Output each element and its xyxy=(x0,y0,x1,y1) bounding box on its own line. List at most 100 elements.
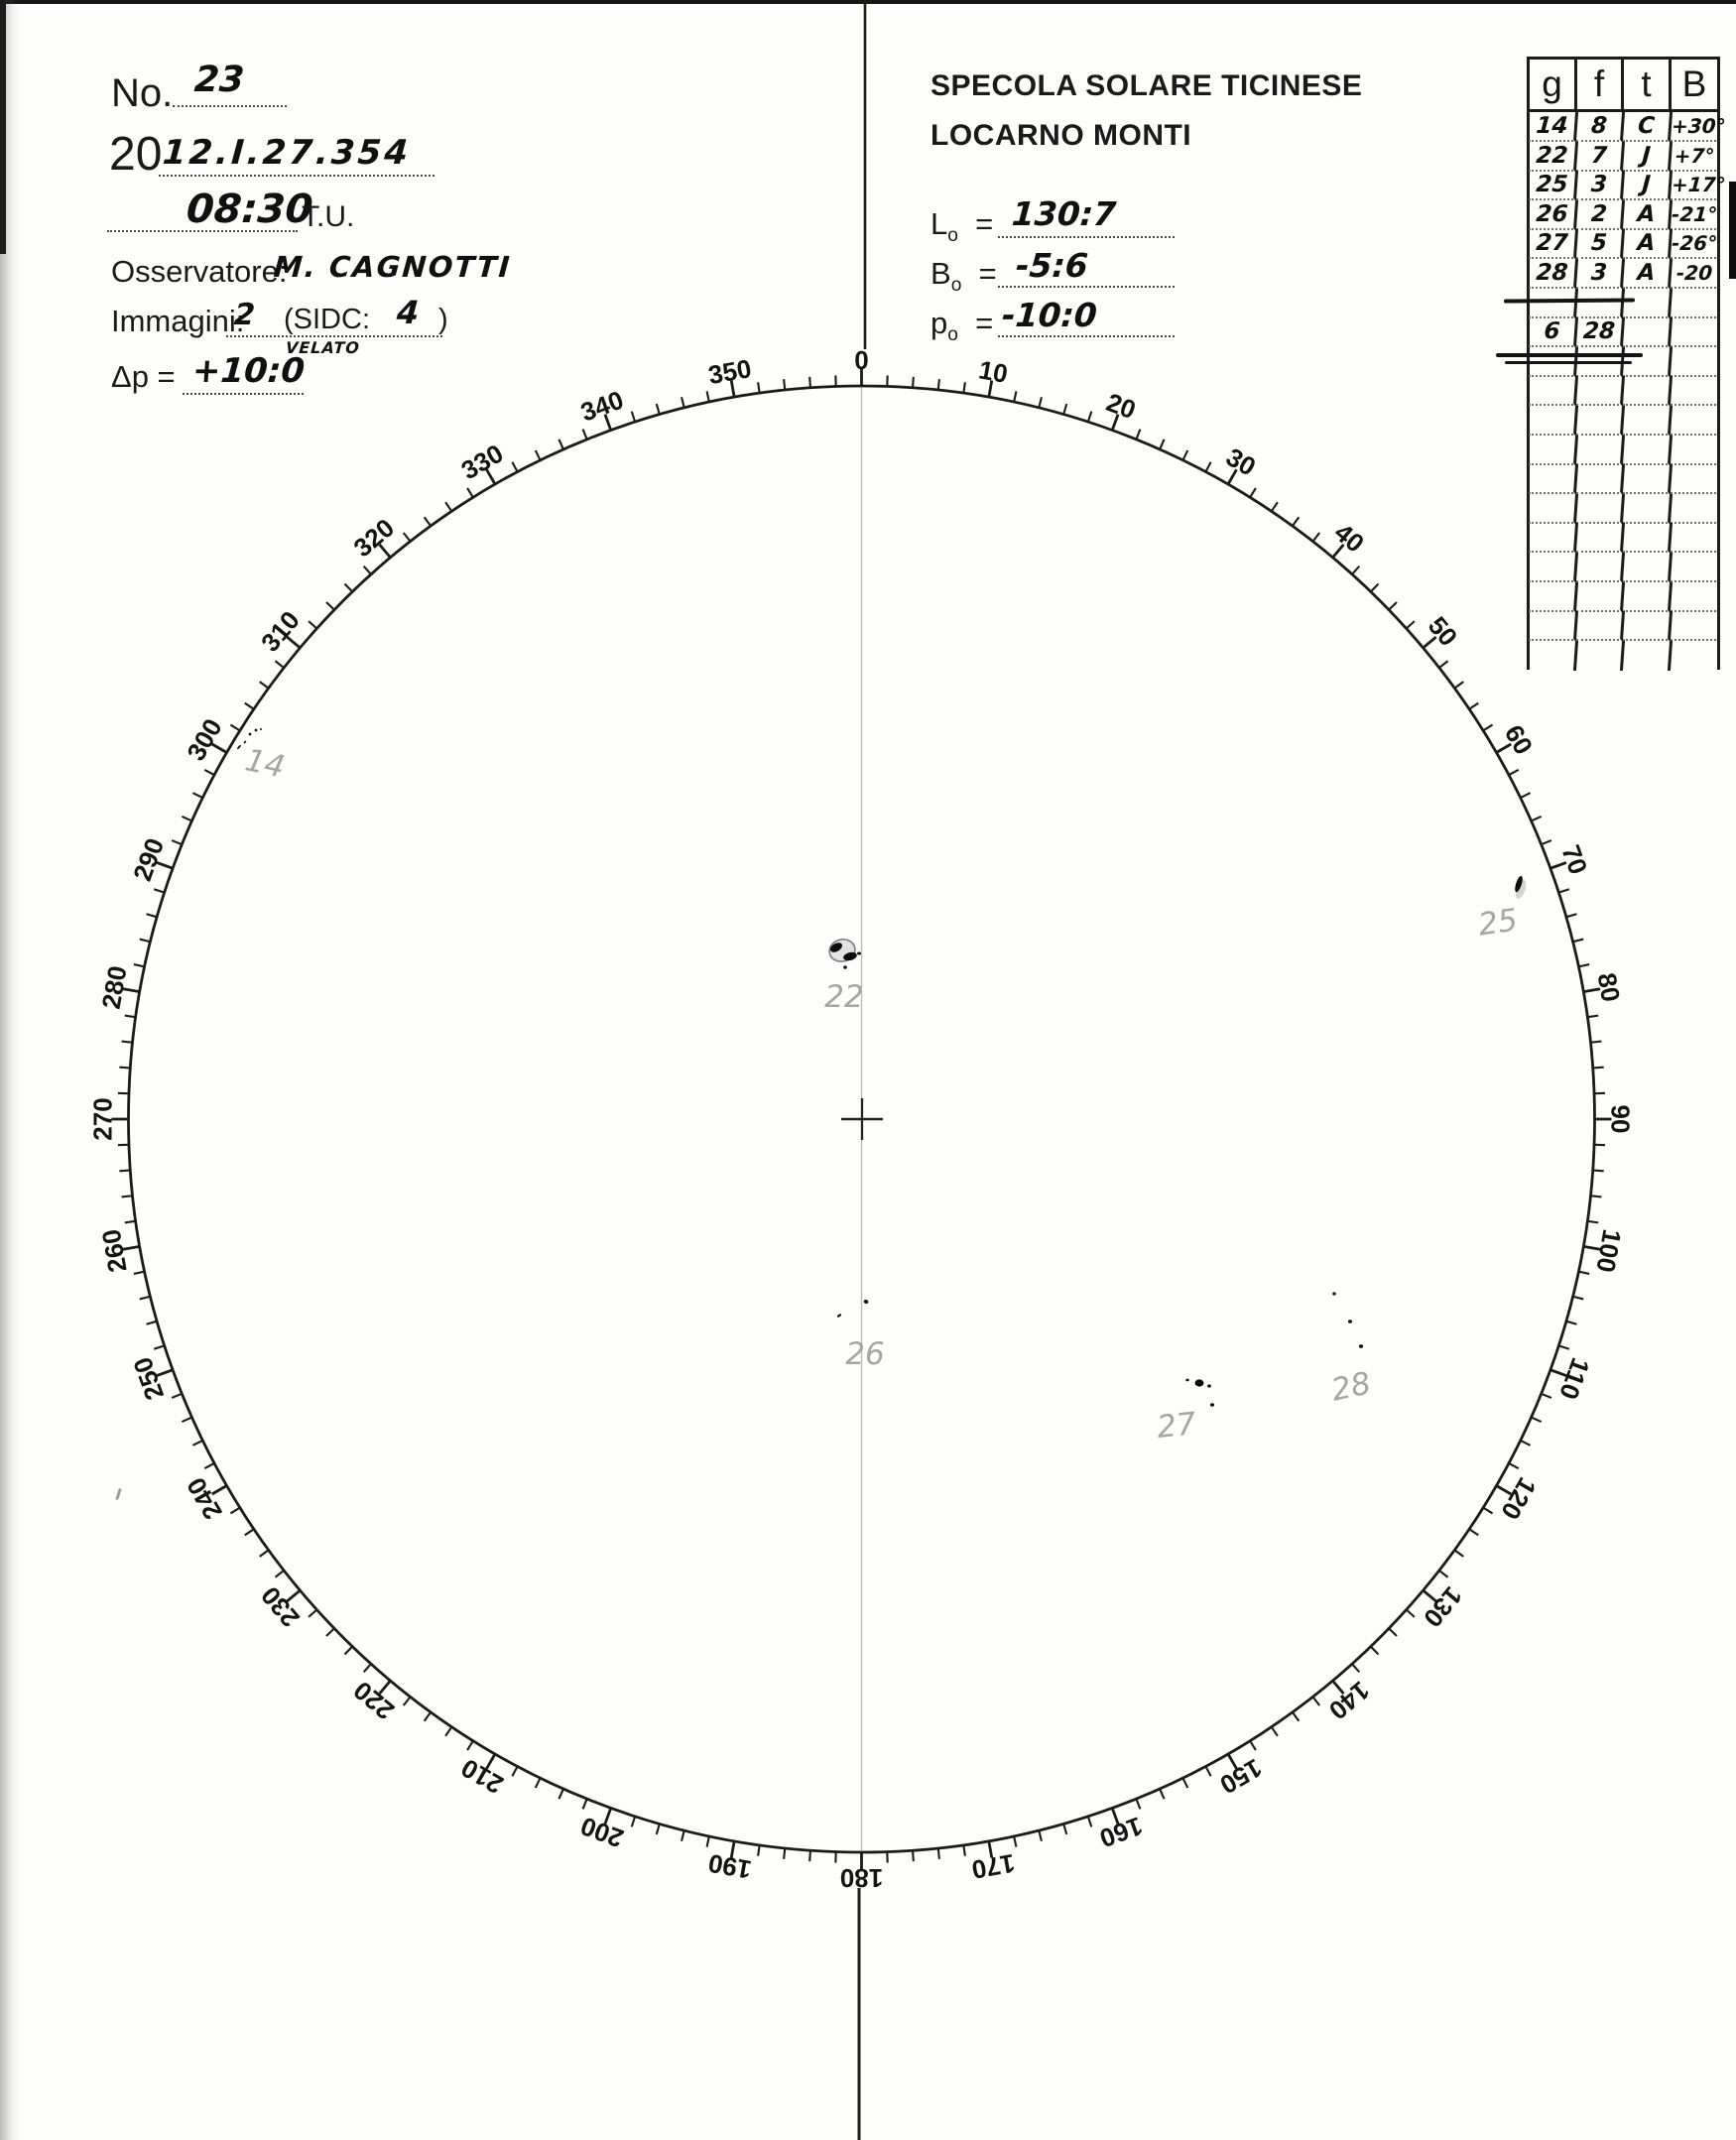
degree-tick-minor xyxy=(171,839,183,846)
degree-tick-minor xyxy=(1181,1777,1189,1789)
degree-tick-minor xyxy=(681,397,685,409)
degree-tick-minor xyxy=(1578,1270,1590,1275)
degree-tick-major xyxy=(1495,742,1512,754)
degree-tick-minor xyxy=(1351,565,1361,575)
degree-tick-minor xyxy=(511,461,519,472)
degree-tick-major xyxy=(603,1807,613,1825)
degree-tick-minor xyxy=(1405,1608,1416,1618)
degree-label-10: 10 xyxy=(976,354,1010,389)
degree-tick-minor xyxy=(325,1627,335,1637)
sunspot-pore-group-28 xyxy=(1358,1344,1364,1348)
sunspot-pore-group-26 xyxy=(836,1314,842,1318)
degree-tick-minor xyxy=(1159,439,1166,450)
sidc-label-open: (SIDC: xyxy=(284,304,370,335)
scan-edge-right-mark xyxy=(1729,182,1736,279)
degree-tick-major xyxy=(603,414,613,432)
p0-sub: o xyxy=(947,324,958,346)
degree-tick-minor xyxy=(1578,963,1590,968)
degree-tick-minor xyxy=(1135,429,1142,441)
group-label-26: 26 xyxy=(845,1336,884,1372)
degree-tick-minor xyxy=(1013,1835,1018,1847)
degree-tick-minor xyxy=(308,1608,318,1618)
degree-tick-minor xyxy=(783,378,787,391)
degree-tick-minor xyxy=(146,1320,158,1325)
degree-tick-minor xyxy=(1311,1696,1321,1706)
degree-tick-minor xyxy=(1468,1528,1479,1537)
degree-tick-minor xyxy=(466,487,474,498)
degree-tick-major xyxy=(122,1244,140,1251)
degree-tick-minor xyxy=(1405,620,1416,630)
degree-tick-major xyxy=(1583,987,1601,994)
degree-tick-minor xyxy=(1270,1726,1279,1737)
degree-tick-minor xyxy=(466,1740,474,1751)
degree-label-110: 110 xyxy=(1553,1354,1596,1404)
degree-tick-minor xyxy=(153,1344,165,1350)
degree-tick-minor xyxy=(1590,1040,1602,1044)
degree-tick-minor xyxy=(119,1066,131,1070)
degree-tick-minor xyxy=(1086,1816,1093,1827)
group-label-14: 14 xyxy=(242,742,288,785)
degree-tick-minor xyxy=(962,382,966,394)
date-field-line xyxy=(159,175,434,177)
table-header-B: B xyxy=(1672,60,1717,112)
sunspot-umbra-group-22 xyxy=(830,943,842,952)
b0-sub: o xyxy=(950,275,962,297)
degree-tick-minor xyxy=(1038,1829,1043,1841)
degree-tick-minor xyxy=(912,1850,915,1862)
degree-tick-minor xyxy=(124,1219,136,1224)
b0-equals: = xyxy=(978,256,997,291)
degree-tick-major xyxy=(1422,1588,1437,1603)
degree-tick-minor xyxy=(962,1844,966,1856)
degree-tick-minor xyxy=(808,1850,811,1862)
degree-tick-minor xyxy=(244,1528,255,1537)
degree-tick-minor xyxy=(1468,701,1479,710)
degree-tick-major xyxy=(378,543,392,559)
degree-tick-minor xyxy=(1592,1066,1604,1070)
degree-tick-minor xyxy=(229,723,241,732)
table-header-g: g xyxy=(1530,60,1577,112)
degree-label-170: 170 xyxy=(969,1848,1017,1885)
degree-tick-minor xyxy=(558,439,564,450)
degree-tick-minor xyxy=(757,1844,761,1856)
degree-tick-minor xyxy=(121,1040,133,1044)
degree-tick-minor xyxy=(705,1835,710,1847)
delta-p-label: Δp = xyxy=(111,359,176,394)
degree-tick-major xyxy=(485,468,497,485)
degree-tick-minor xyxy=(343,1645,353,1656)
sunspot-umbra-group-25 xyxy=(1515,875,1523,893)
degree-label-150: 150 xyxy=(1215,1753,1268,1801)
delta-p-field-line xyxy=(183,393,304,395)
images-label: Immagini: xyxy=(111,304,245,338)
degree-label-330: 330 xyxy=(456,439,509,486)
degree-tick-minor xyxy=(1388,1627,1398,1637)
degree-tick-minor xyxy=(133,963,145,968)
degree-tick-major xyxy=(286,635,302,650)
degree-tick-minor xyxy=(274,660,285,669)
degree-tick-minor xyxy=(423,1711,432,1722)
degree-tick-major xyxy=(987,380,994,398)
degree-tick-minor xyxy=(181,815,192,822)
degree-tick-major xyxy=(1110,414,1120,432)
degree-tick-minor xyxy=(1565,913,1577,919)
degree-tick-minor xyxy=(1311,532,1321,543)
sunspot-pore-group-28 xyxy=(1332,1292,1336,1296)
b0-letter: B xyxy=(930,256,951,291)
degree-tick-minor xyxy=(1370,582,1380,593)
degree-tick-minor xyxy=(1249,1740,1257,1751)
sunspot-pore-group-22 xyxy=(843,965,847,969)
degree-tick-minor xyxy=(581,1798,588,1810)
degree-label-260: 260 xyxy=(96,1227,133,1275)
degree-tick-major xyxy=(286,1588,302,1603)
degree-tick-minor xyxy=(444,501,453,512)
sunspot-pore-group-27 xyxy=(1207,1384,1211,1388)
degree-tick-minor xyxy=(203,1462,215,1470)
degree-tick-major xyxy=(156,861,174,870)
degree-tick-major xyxy=(1226,468,1238,485)
degree-tick-minor xyxy=(139,1295,151,1301)
group-label-22: 22 xyxy=(824,979,863,1015)
degree-tick-major xyxy=(485,1753,497,1770)
degree-tick-minor xyxy=(153,888,165,894)
degree-tick-minor xyxy=(191,1440,203,1447)
degree-tick-minor xyxy=(936,378,940,391)
